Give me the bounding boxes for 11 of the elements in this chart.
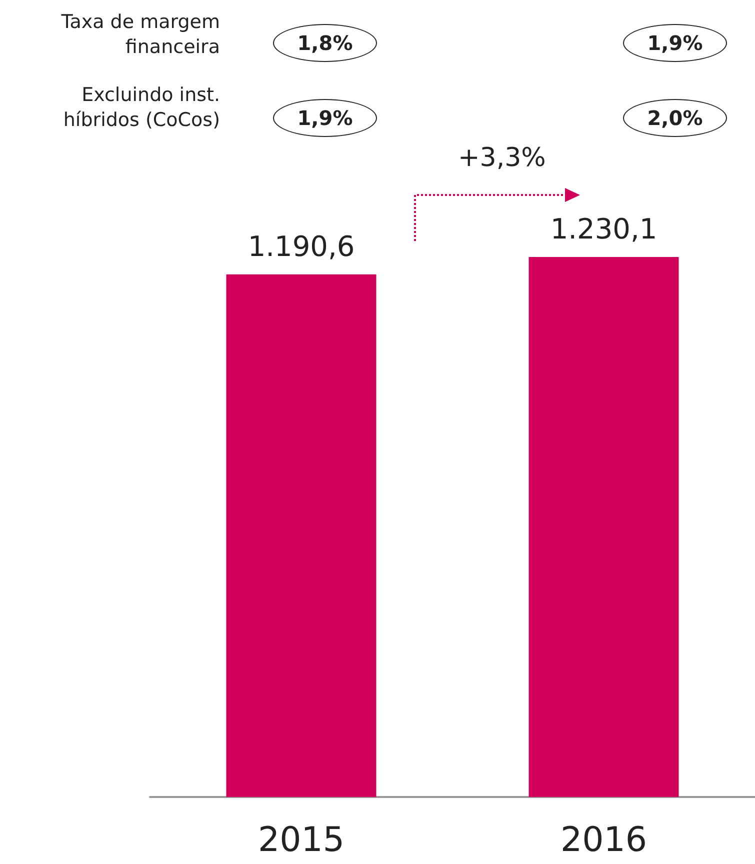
text: +3,3% xyxy=(458,143,546,173)
x-tick-label: 2015 xyxy=(258,820,345,860)
text: Excluindo inst. híbridos (CoCos) xyxy=(62,83,220,133)
text: 1,9% xyxy=(273,99,377,137)
data-label: 1.190,6 xyxy=(248,230,355,263)
data-label: 1.230,1 xyxy=(550,212,658,246)
text: Taxa de margem financeira xyxy=(60,10,220,60)
text: 1,9% xyxy=(623,24,727,62)
x-tick-label: 2016 xyxy=(560,820,648,860)
text: 2,0% xyxy=(623,99,727,137)
text: 1,8% xyxy=(273,24,377,62)
